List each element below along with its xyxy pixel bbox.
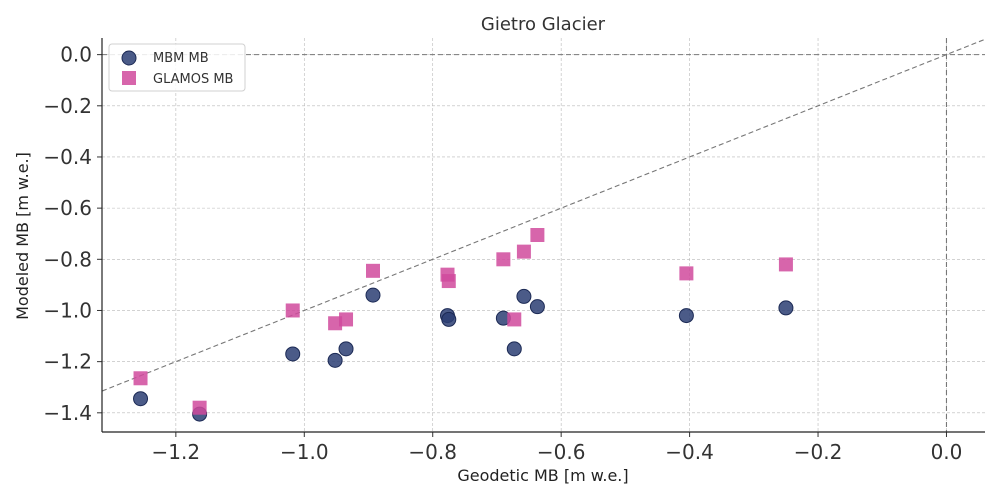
glamos-point <box>366 263 381 278</box>
x-tick-label: −0.8 <box>408 440 457 464</box>
data-points <box>133 228 794 422</box>
glamos-point <box>441 274 456 289</box>
y-axis-label: Modeled MB [m w.e.] <box>13 152 32 320</box>
y-tick-label: −0.2 <box>43 94 92 118</box>
x-tick-label: −0.2 <box>794 440 843 464</box>
y-tick-label: −0.6 <box>43 196 92 220</box>
x-tick-label: −1.0 <box>280 440 329 464</box>
x-tick-label: −0.4 <box>665 440 714 464</box>
one-to-one-line <box>101 38 986 392</box>
mbm-point <box>285 346 301 362</box>
glamos-point <box>328 316 343 331</box>
glamos-point <box>507 312 522 327</box>
x-tick-label: 0.0 <box>931 440 963 464</box>
glamos-point <box>516 244 531 259</box>
mbm-point <box>133 391 149 407</box>
x-tick-label: −1.2 <box>152 440 201 464</box>
glamos-point <box>679 266 694 281</box>
x-axis-label: Geodetic MB [m w.e.] <box>457 466 628 485</box>
glamos-point <box>778 257 793 272</box>
mbm-point <box>678 308 694 324</box>
mbm-point <box>441 311 457 327</box>
reference-lines <box>101 38 986 432</box>
mbm-point <box>338 341 354 357</box>
legend-label-glamos: GLAMOS MB <box>153 72 233 87</box>
tick-labels: −1.2 −1.0 −0.8 −0.6 −0.4 −0.2 0.0 0.0 −0.2 −0.4 −0… <box>43 43 962 464</box>
legend-box <box>108 43 246 92</box>
mbm-point <box>506 341 522 357</box>
y-tick-label: −1.4 <box>43 401 92 425</box>
x-tick-label: −0.6 <box>537 440 586 464</box>
glamos-point <box>133 371 148 386</box>
mbm-point <box>778 300 794 316</box>
glamos-point <box>192 400 207 415</box>
mbm-point <box>529 299 545 315</box>
mbm-point <box>516 288 532 304</box>
mbm-point <box>365 287 381 303</box>
y-tick-label: −1.2 <box>43 350 92 374</box>
glamos-point <box>530 228 545 242</box>
y-tick-label: 0.0 <box>60 43 92 67</box>
glamos-point <box>496 252 511 267</box>
legend-marker-glamos <box>122 71 136 85</box>
mbm-point <box>327 352 343 368</box>
legend-label-mbm: MBM MB <box>153 51 209 66</box>
chart-title: Gietro Glacier <box>481 14 606 35</box>
legend: MBM MB GLAMOS MB <box>108 43 246 92</box>
axes <box>97 38 985 437</box>
y-tick-label: −0.8 <box>43 247 92 271</box>
y-tick-label: −0.4 <box>43 145 92 169</box>
y-tick-label: −1.0 <box>43 298 92 322</box>
legend-marker-mbm <box>121 50 137 66</box>
glamos-point <box>339 312 354 327</box>
glamos-point <box>285 303 300 318</box>
